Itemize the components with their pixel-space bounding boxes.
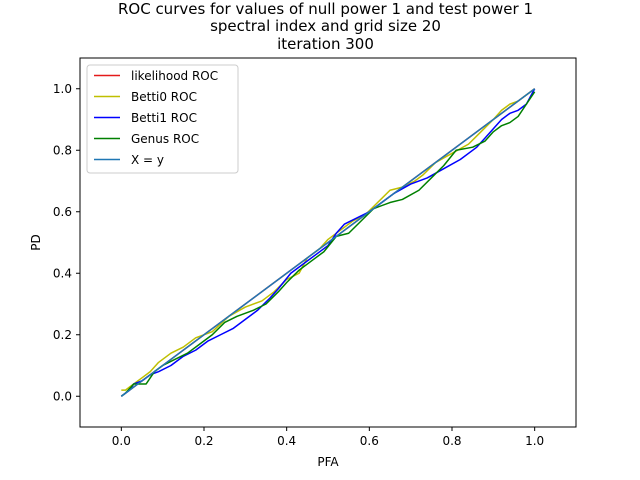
series-line-4 (120, 88, 536, 397)
plot-frame (79, 57, 577, 428)
y-tick-label: 0.0 (53, 389, 72, 403)
x-tick-label: 0.8 (442, 434, 461, 448)
series-layer (120, 88, 536, 397)
y-axis-label: PD (29, 234, 43, 250)
legend-label-genus: Genus ROC (131, 132, 199, 146)
series-line-2 (120, 88, 536, 397)
x-tick-label: 0.2 (194, 434, 213, 448)
x-tick-label: 0.4 (277, 434, 296, 448)
chart-title-line-2: spectral index and grid size 20 (210, 17, 441, 35)
legend-label-x-equals-y: X = y (131, 153, 164, 167)
x-tick-label: 1.0 (525, 434, 544, 448)
y-tick-label: 0.2 (53, 328, 72, 342)
y-tick-label: 1.0 (53, 82, 72, 96)
x-tick-label: 0.6 (360, 434, 379, 448)
tick-layer: 0.0 0.2 0.4 0.6 0.8 1.0 0.0 0.2 0.4 0.6 0.8 1.0 (53, 82, 544, 448)
chart-title-line-3: iteration 300 (277, 35, 374, 53)
x-axis-label: PFA (317, 455, 339, 469)
chart-title-line-1: ROC curves for values of null power 1 an… (118, 0, 533, 18)
y-tick-label: 0.6 (53, 205, 72, 219)
y-tick-label: 0.8 (53, 143, 72, 157)
legend-box (86, 64, 239, 174)
series-line-1 (121, 88, 536, 391)
x-tick-label: 0.0 (112, 434, 131, 448)
legend-label-betti1: Betti1 ROC (131, 111, 197, 125)
series-line-3 (120, 91, 536, 397)
legend-label-likelihood: likelihood ROC (131, 69, 218, 83)
legend-label-betti0: Betti0 ROC (131, 90, 197, 104)
y-tick-label: 0.4 (53, 266, 72, 280)
legend: likelihood ROC Betti0 ROC Betti1 ROC Gen… (86, 64, 239, 174)
